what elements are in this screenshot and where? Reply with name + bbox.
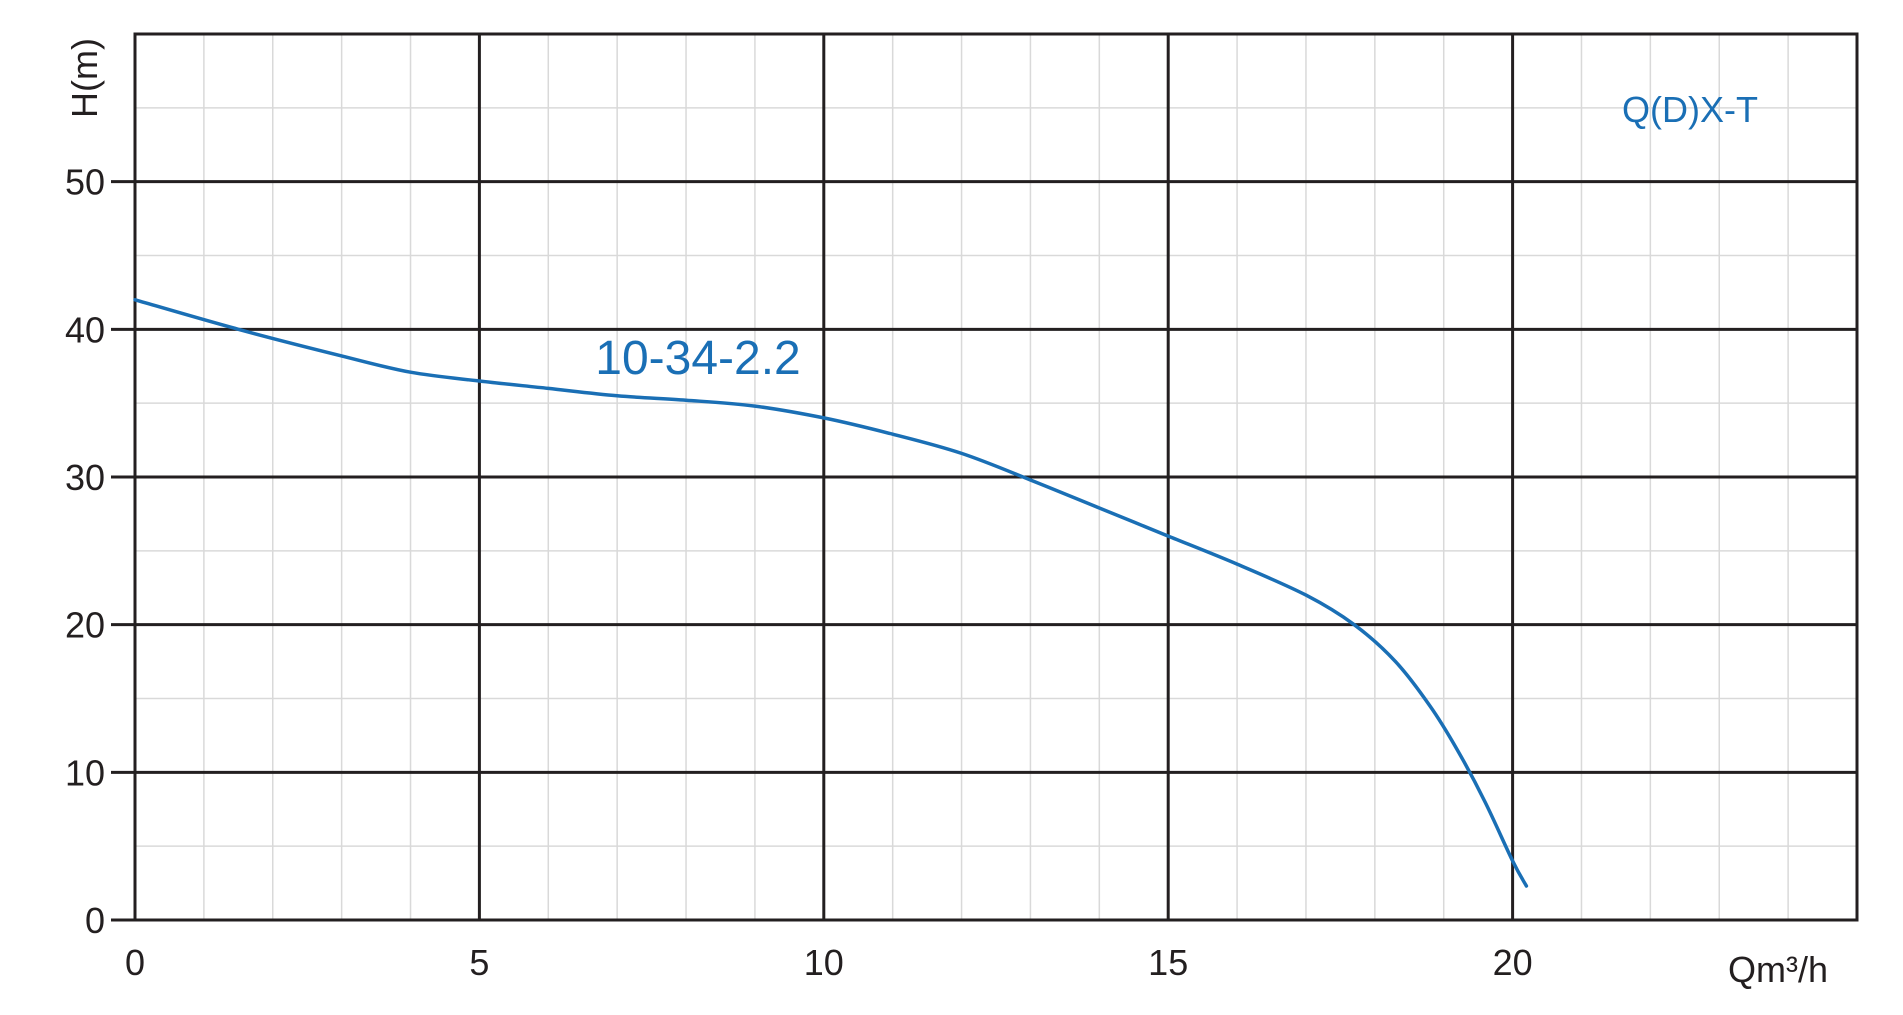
x-tick-label: 20 [1493, 942, 1533, 983]
x-tick-label: 0 [125, 942, 145, 983]
model-label: Q(D)X-T [1622, 89, 1758, 130]
y-tick-label: 40 [65, 309, 105, 350]
major-grid [111, 32, 1859, 922]
y-tick-label: 50 [65, 162, 105, 203]
x-tick-label: 10 [804, 942, 844, 983]
series-line-10-34-2-2 [133, 298, 1529, 888]
series-lines [133, 298, 1529, 888]
y-tick-labels: 0 10 20 30 40 50 [65, 162, 105, 941]
x-tick-label: 5 [469, 942, 489, 983]
y-tick-label: 30 [65, 457, 105, 498]
series-label: 10-34-2.2 [595, 332, 800, 385]
y-tick-label: 0 [85, 900, 105, 941]
x-axis-title: Qm³/h [1728, 949, 1828, 990]
y-axis-title: H(m) [64, 38, 105, 118]
y-tick-label: 10 [65, 752, 105, 793]
y-tick-label: 20 [65, 605, 105, 646]
x-tick-label: 15 [1148, 942, 1188, 983]
x-tick-labels: 0 5 10 15 20 [125, 942, 1533, 983]
plot-frame [133, 32, 1859, 922]
